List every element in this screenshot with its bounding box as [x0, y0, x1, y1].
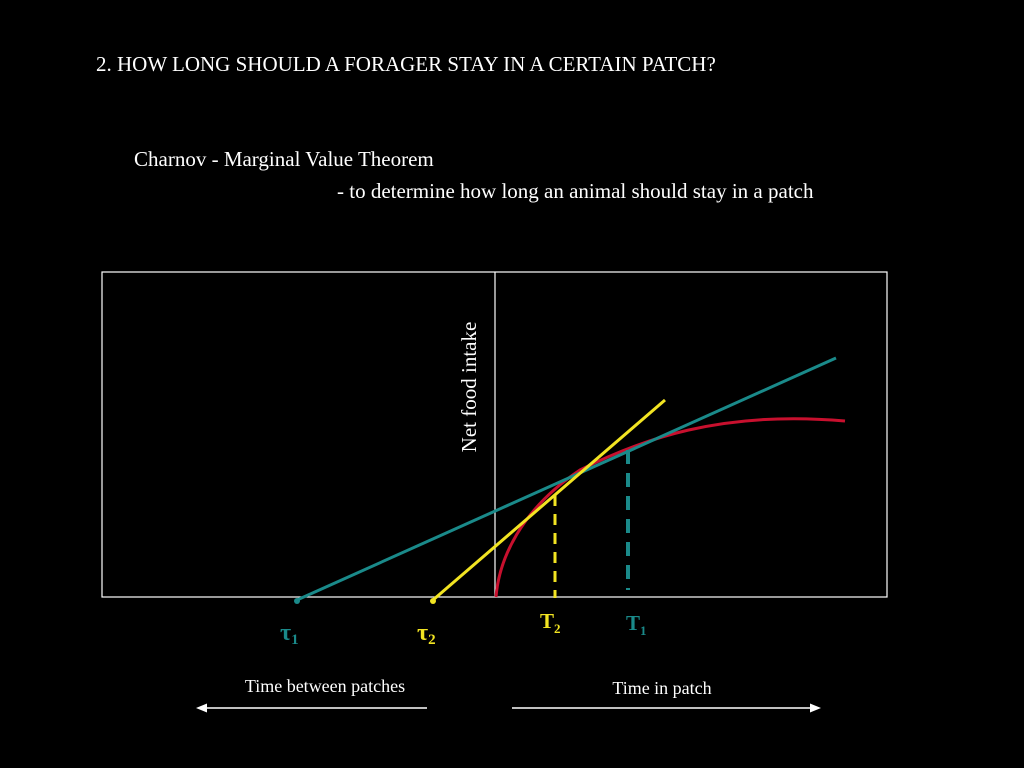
theorem-description: - to determine how long an animal should…: [337, 179, 814, 203]
gain-curve: [494, 417, 846, 598]
time-between-patches-label: Time between patches: [245, 676, 405, 696]
t1-label: T1: [626, 611, 647, 638]
tau1-symbol: τ: [280, 620, 291, 646]
t2-label: T2: [540, 609, 561, 636]
left-arrowhead: [196, 703, 207, 713]
t2-symbol: T: [540, 609, 554, 633]
t1-subscript: 1: [640, 623, 647, 638]
y-axis-label: Net food intake: [457, 322, 481, 453]
slide-heading: 2. HOW LONG SHOULD A FORAGER STAY IN A C…: [96, 52, 716, 76]
tau1-subscript: 1: [291, 632, 299, 648]
tau2-subscript: 2: [428, 632, 436, 648]
tau2-symbol: τ: [417, 620, 428, 646]
tangent-line-tau2: [432, 398, 666, 602]
tau2-label: τ2: [417, 620, 436, 648]
tau1-point: [294, 598, 300, 604]
time-in-patch-label: Time in patch: [612, 678, 711, 698]
right-arrowhead: [810, 703, 821, 713]
tangent-line-tau1: [296, 356, 837, 602]
theorem-title: Charnov - Marginal Value Theorem: [134, 147, 434, 171]
tau1-label: τ1: [280, 620, 299, 648]
t1-symbol: T: [626, 611, 640, 635]
t2-subscript: 2: [554, 621, 561, 636]
tau2-point: [430, 598, 436, 604]
